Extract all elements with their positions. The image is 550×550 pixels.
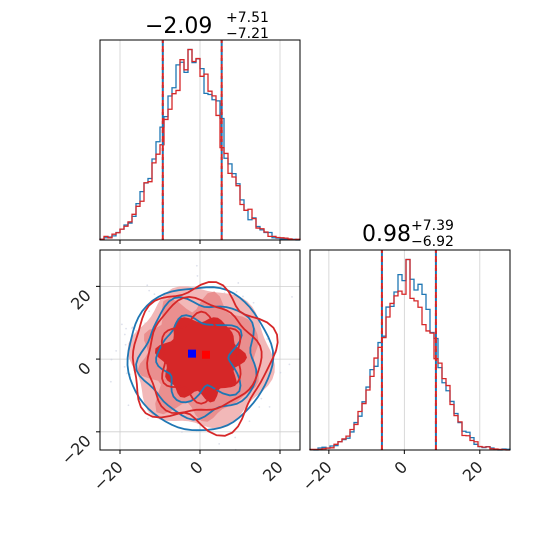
scatter-point bbox=[110, 358, 113, 361]
contour-fill-inner bbox=[155, 317, 247, 403]
scatter-point bbox=[237, 282, 240, 284]
scatter-point bbox=[218, 442, 221, 445]
scatter-point bbox=[234, 436, 237, 439]
title-right-minus: −6.92 bbox=[411, 234, 454, 250]
joint-y-tick-label: 20 bbox=[67, 286, 95, 314]
scatter-point bbox=[120, 323, 123, 326]
joint-x-tick-label: 20 bbox=[259, 457, 287, 485]
scatter-point bbox=[123, 333, 126, 336]
scatter-point bbox=[146, 284, 149, 287]
histogram-red bbox=[99, 48, 301, 241]
title-top: −2.09 +7.51 −7.21 bbox=[145, 10, 269, 42]
scatter-point bbox=[291, 295, 293, 298]
title-top-plus: +7.51 bbox=[226, 10, 269, 26]
scatter-point bbox=[153, 293, 156, 296]
scatter-point bbox=[252, 301, 255, 304]
scatter-point bbox=[266, 338, 269, 340]
contour-line-red bbox=[160, 310, 242, 405]
scatter-point bbox=[181, 431, 183, 433]
scatter-point bbox=[109, 380, 112, 383]
joint-panel bbox=[99, 249, 301, 451]
scatter-point bbox=[147, 417, 149, 420]
scatter-point bbox=[288, 363, 291, 366]
contour-line-blue bbox=[126, 286, 275, 432]
marginal-x-panel bbox=[99, 39, 301, 241]
scatter-point bbox=[148, 310, 151, 313]
joint-x-tick-label: −20 bbox=[90, 457, 127, 494]
scatter-point bbox=[115, 350, 118, 352]
title-right-median: 0.98 bbox=[362, 222, 411, 247]
contour-line-blue bbox=[155, 314, 243, 404]
joint-y-tick-label: −20 bbox=[58, 431, 95, 468]
center-marker-blue bbox=[188, 349, 196, 358]
title-top-median: −2.09 bbox=[145, 14, 212, 39]
title-right-plus: +7.39 bbox=[411, 218, 454, 234]
marginal-y-panel bbox=[309, 249, 511, 451]
scatter-point bbox=[131, 326, 134, 329]
scatter-point bbox=[123, 365, 126, 368]
scatter-point bbox=[235, 290, 238, 293]
scatter-point bbox=[258, 406, 261, 408]
center-marker-red bbox=[202, 350, 210, 359]
title-right: 0.98 +7.39 −6.92 bbox=[362, 218, 454, 250]
scatter-point bbox=[148, 289, 151, 292]
scatter-point bbox=[260, 397, 263, 400]
scatter-point bbox=[124, 343, 127, 346]
marginal-y-frame bbox=[309, 249, 511, 451]
marginal-y-x-tick-label: 20 bbox=[459, 457, 487, 485]
scatter-point bbox=[248, 420, 251, 423]
scatter-point bbox=[127, 404, 130, 407]
scatter-point bbox=[196, 275, 199, 277]
contour-line-red bbox=[131, 281, 279, 437]
histogram-red bbox=[309, 258, 510, 451]
scatter-point bbox=[268, 405, 271, 408]
title-top-minus: −7.21 bbox=[226, 26, 269, 42]
scatter-point bbox=[279, 371, 282, 374]
contour-line-red bbox=[146, 295, 263, 415]
scatter-point bbox=[125, 327, 127, 330]
scatter-point bbox=[195, 264, 198, 267]
marginal-y-x-tick-label: 0 bbox=[391, 457, 412, 478]
contour-line-blue bbox=[135, 296, 258, 421]
scatter-point bbox=[125, 372, 128, 375]
joint-x-tick-label: 0 bbox=[186, 457, 207, 478]
marginal-y-x-tick-label: −20 bbox=[298, 457, 335, 494]
scatter-point bbox=[242, 295, 244, 298]
joint-y-tick-label: 0 bbox=[74, 358, 95, 379]
